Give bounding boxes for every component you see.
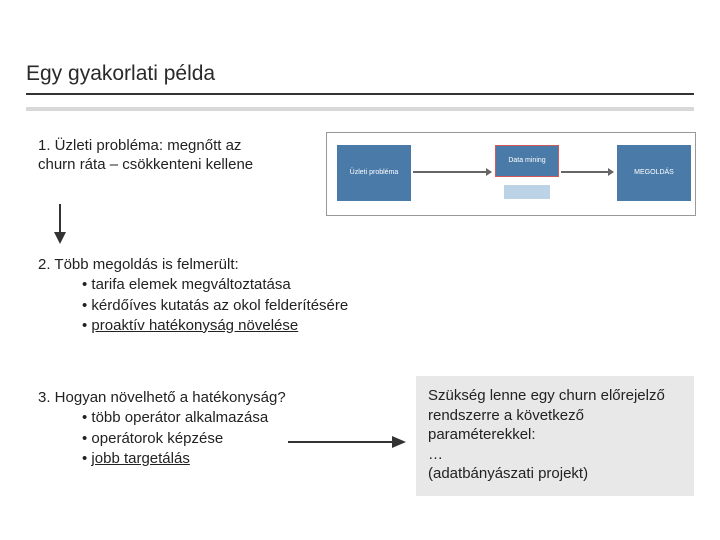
list-item: • operátorok képzése <box>82 429 286 449</box>
gray-band <box>26 107 694 111</box>
callout-line-2: … <box>428 445 682 465</box>
list-item: • jobb targetálás <box>82 449 286 469</box>
list-item: • több operátor alkalmazása <box>82 408 286 428</box>
diagram-box-left: Üzleti probléma <box>337 145 411 201</box>
title-underline <box>26 93 694 95</box>
list-item: • proaktív hatékonyság növelése <box>82 316 348 336</box>
section-3-heading: 3. Hogyan növelhető a hatékonyság? <box>38 388 286 408</box>
diagram-arrow-2 <box>561 171 613 173</box>
section-2-bullets: • tarifa elemek megváltoztatása • kérdőí… <box>38 275 348 336</box>
diagram-box-mid: Data mining <box>495 145 559 177</box>
list-item: • tarifa elemek megváltoztatása <box>82 275 348 295</box>
arrow-right-icon <box>288 434 408 450</box>
section-3-bullets: • több operátor alkalmazása • operátorok… <box>38 408 286 469</box>
list-item: • kérdőíves kutatás az okol felderítésér… <box>82 296 348 316</box>
callout-box: Szükség lenne egy churn előrejelző rends… <box>416 376 694 496</box>
diagram-box-right: MEGOLDÁS <box>617 145 691 201</box>
section-2-heading: 2. Több megoldás is felmerült: <box>38 255 348 275</box>
arrow-down-icon <box>52 204 68 244</box>
section-2: 2. Több megoldás is felmerült: • tarifa … <box>38 255 348 336</box>
section-2-highlight: proaktív hatékonyság növelése <box>91 317 298 334</box>
title-area: Egy gyakorlati példa <box>26 62 694 95</box>
section-1-text: 1. Üzleti probléma: megnőtt az churn rát… <box>38 136 278 174</box>
section-3: 3. Hogyan növelhető a hatékonyság? • töb… <box>38 388 286 469</box>
diagram-arrow-1 <box>413 171 491 173</box>
page-title: Egy gyakorlati példa <box>26 62 694 91</box>
process-diagram: Üzleti probléma Data mining MEGOLDÁS <box>326 132 696 216</box>
callout-line-1: Szükség lenne egy churn előrejelző rends… <box>428 386 682 445</box>
section-3-highlight: jobb targetálás <box>91 450 189 467</box>
diagram-box-mid-small <box>504 185 550 199</box>
callout-line-3: (adatbányászati projekt) <box>428 464 682 484</box>
